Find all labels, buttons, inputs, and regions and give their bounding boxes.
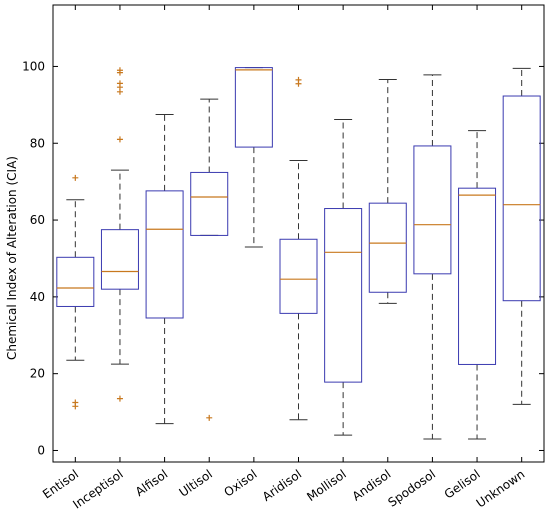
outlier-point	[116, 395, 123, 402]
outlier-point	[206, 414, 213, 421]
y-tick-label: 20	[30, 367, 45, 381]
x-tick-label: Mollisol	[304, 467, 349, 504]
box-iqr	[56, 256, 95, 307]
x-tick-label: Ultisol	[177, 467, 215, 500]
box-iqr	[279, 238, 318, 314]
box-iqr	[145, 190, 184, 319]
y-axis-label: Chemical Index of Alteration (CIA)	[5, 156, 19, 360]
box-iqr	[413, 145, 452, 275]
outlier-point	[116, 88, 123, 95]
y-tick-label: 60	[30, 213, 45, 227]
y-tick-label: 40	[30, 290, 45, 304]
x-tick-label: Aridisol	[260, 467, 304, 504]
outlier-point	[72, 403, 79, 410]
outlier-point	[116, 69, 123, 76]
box-iqr	[100, 229, 139, 290]
x-tick-label: Inceptisol	[70, 467, 125, 512]
box-iqr	[458, 187, 497, 365]
box-iqr	[190, 171, 229, 236]
y-tick-label: 80	[30, 136, 45, 150]
y-tick-label: 0	[37, 443, 45, 457]
box-iqr	[502, 95, 541, 302]
x-tick-label: Unknown	[474, 467, 528, 510]
outlier-point	[116, 136, 123, 143]
y-tick-label: 100	[22, 59, 45, 73]
outlier-point	[295, 80, 302, 87]
x-tick-label: Spodosol	[385, 467, 438, 510]
x-tick-label: Alfisol	[133, 467, 171, 499]
box-iqr	[368, 202, 407, 293]
x-tick-label: Oxisol	[221, 467, 259, 500]
outlier-point	[72, 174, 79, 181]
box-iqr	[234, 67, 273, 148]
box-iqr	[324, 208, 363, 383]
